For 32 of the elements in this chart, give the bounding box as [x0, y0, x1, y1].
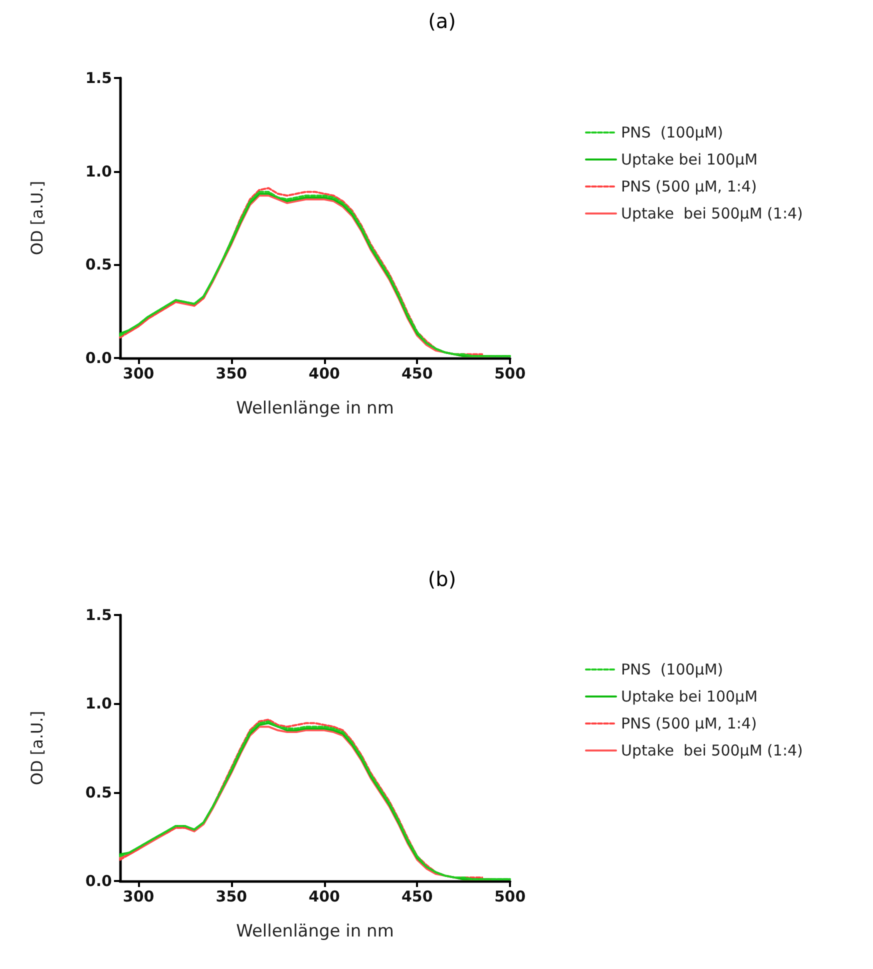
x-tick-label: 300 [122, 364, 154, 382]
x-tick-label: 300 [122, 888, 154, 906]
y-tick-label: 0.0 [85, 872, 112, 890]
x-tick-label: 450 [401, 364, 433, 382]
y-tick-label: 1.5 [85, 606, 112, 624]
legend-label: Uptake bei 500µM (1:4) [621, 204, 803, 222]
legend-label: PNS (500 µM, 1:4) [621, 714, 757, 732]
x-tick-label: 500 [494, 364, 526, 382]
legend-label: Uptake bei 100µM [621, 688, 758, 706]
y-tick-label: 1.5 [85, 69, 112, 87]
y-tick-label: 0.5 [85, 256, 112, 274]
legend-label: PNS (100µM) [621, 124, 724, 142]
x-axis-title: Wellenlänge in nm [236, 398, 394, 418]
x-tick-label: 350 [216, 364, 248, 382]
legend-label: PNS (100µM) [621, 660, 724, 678]
legend-label: Uptake bei 500µM (1:4) [621, 742, 803, 760]
legend-label: PNS (500 µM, 1:4) [621, 178, 757, 196]
x-tick-label: 400 [308, 364, 340, 382]
chart-title: (b) [428, 567, 456, 591]
x-tick-label: 350 [216, 888, 248, 906]
x-tick-label: 500 [494, 888, 526, 906]
y-tick-label: 0.0 [85, 349, 112, 367]
y-axis-title: OD [a.U.] [28, 180, 46, 256]
chart-title: (a) [428, 9, 456, 33]
y-axis-title: OD [a.U.] [28, 710, 46, 786]
x-axis-title: Wellenlänge in nm [236, 922, 394, 942]
y-tick-label: 1.0 [85, 162, 112, 180]
y-tick-label: 1.0 [85, 694, 112, 713]
x-tick-label: 400 [308, 888, 340, 906]
x-tick-label: 450 [401, 888, 433, 906]
y-tick-label: 0.5 [85, 783, 112, 802]
legend-label: Uptake bei 100µM [621, 150, 758, 168]
